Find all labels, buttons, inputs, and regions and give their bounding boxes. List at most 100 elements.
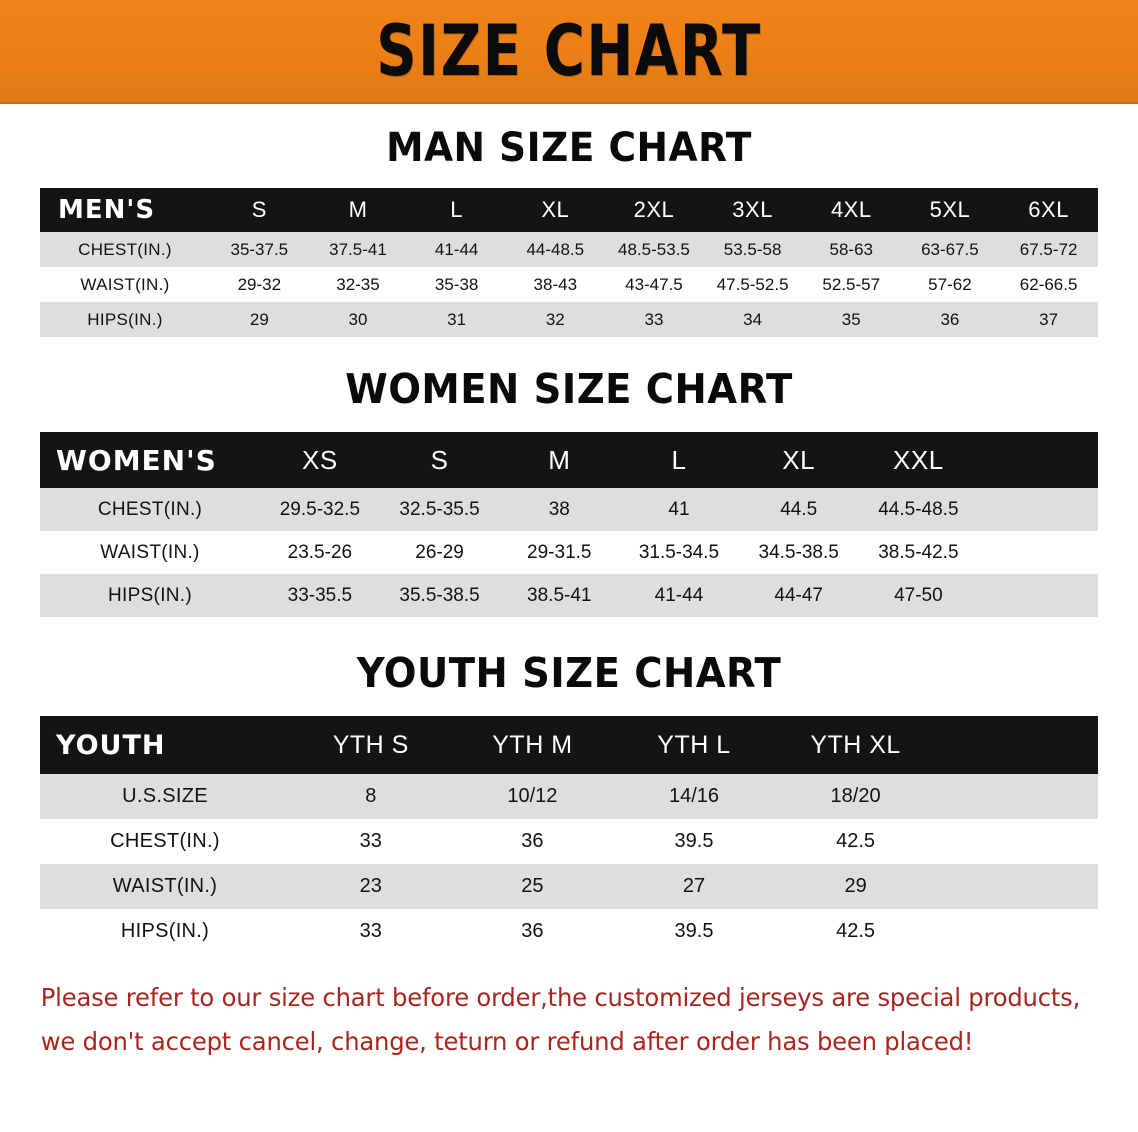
header-corner-women: WOMEN'S — [56, 443, 217, 477]
table-row: U.S.SIZE 8 10/12 14/16 18/20 — [40, 774, 1098, 819]
table-row: WAIST(IN.) 23 25 27 29 — [40, 864, 1098, 909]
cell-men-r1-c2: 37.5-41 — [329, 239, 387, 259]
cell-youth-r2-c4: 42.5 — [836, 830, 876, 852]
section-women: WOMEN SIZE CHART WOMEN'S XS S M L XL XXL CHES… — [0, 337, 1138, 617]
cell-youth-r1-c2: 10/12 — [507, 785, 558, 807]
column-header-women-7 — [978, 432, 1098, 488]
column-header-women-6: XXL — [893, 444, 944, 475]
column-header-youth-3: YTH L — [657, 730, 731, 759]
cell-women-r1-c5: 44.5 — [780, 498, 818, 520]
note-line-1: Please refer to our size chart before or… — [40, 983, 1081, 1012]
size-table-women: WOMEN'S XS S M L XL XXL CHEST(IN.) 29.5-32.5 32… — [40, 432, 1098, 617]
cell-women-r1-c3: 38 — [548, 498, 570, 520]
table-row: CHEST(IN.) 29.5-32.5 32.5-35.5 38 41 44.5 44.5… — [40, 488, 1098, 531]
row-label-youth-1: U.S.SIZE — [122, 785, 208, 807]
column-header-women-5: XL — [782, 444, 816, 475]
column-header-men-3: L — [450, 197, 464, 222]
row-label-men-2: WAIST(IN.) — [80, 274, 170, 294]
table-row: CHEST(IN.) 35-37.5 37.5-41 41-44 44-48.5 48.5… — [40, 232, 1098, 267]
cell-women-r2-c1: 23.5-26 — [287, 541, 353, 563]
column-header-men-6: 3XL — [732, 197, 773, 222]
cell-women-r2-c5: 34.5-38.5 — [758, 541, 839, 563]
row-label-men-3: HIPS(IN.) — [87, 309, 163, 329]
cell-women-r2-c4: 31.5-34.5 — [638, 541, 720, 563]
column-header-men-8: 5XL — [929, 197, 971, 222]
page-banner: SIZE CHART — [0, 0, 1138, 104]
section-title-men: MAN SIZE CHART — [386, 125, 752, 171]
column-header-youth-4: YTH XL — [810, 730, 901, 759]
table-header-women: WOMEN'S XS S M L XL XXL — [40, 432, 1098, 488]
cell-men-r1-c7: 58-63 — [829, 239, 873, 259]
cell-men-r2-c4: 38-43 — [533, 274, 578, 294]
cell-youth-r4-c3: 39.5 — [674, 920, 714, 942]
header-row: MEN'S S M L XL 2XL 3XL 4XL 5XL 6XL — [40, 188, 1098, 232]
cell-men-r2-c7: 52.5-57 — [822, 274, 881, 294]
row-label-youth-2: CHEST(IN.) — [110, 830, 220, 852]
column-header-men-5: 2XL — [633, 197, 675, 222]
row-label-women-3: HIPS(IN.) — [108, 584, 192, 606]
column-header-men-2: M — [348, 197, 368, 222]
section-title-women: WOMEN SIZE CHART — [345, 365, 793, 413]
row-label-youth-4: HIPS(IN.) — [120, 920, 210, 942]
cell-women-r3-c7 — [978, 574, 1098, 617]
cell-men-r1-c8: 63-67.5 — [921, 239, 979, 259]
cell-men-r3-c7: 35 — [841, 309, 861, 329]
cell-men-r2-c3: 35-38 — [434, 274, 479, 294]
cell-men-r2-c1: 29-32 — [237, 274, 282, 294]
cell-women-r1-c4: 41 — [668, 498, 690, 520]
cell-youth-r4-c4: 42.5 — [836, 920, 876, 942]
order-policy-note: Please refer to our size chart before or… — [0, 954, 1104, 1064]
table-body-youth: U.S.SIZE 8 10/12 14/16 18/20 CHEST(IN.) 33 36 39… — [40, 774, 1098, 954]
column-header-men-4: XL — [541, 197, 570, 222]
table-wrap-women: WOMEN'S XS S M L XL XXL CHEST(IN.) 29.5-32.5 32… — [0, 432, 1138, 617]
cell-youth-r3-c5 — [936, 864, 1098, 909]
header-corner-youth: YOUTH — [56, 729, 166, 761]
table-row: HIPS(IN.) 33-35.5 35.5-38.5 38.5-41 41-44 44-… — [40, 574, 1098, 617]
cell-women-r1-c7 — [978, 488, 1098, 531]
cell-women-r3-c5: 44-47 — [774, 584, 823, 606]
cell-youth-r4-c1: 33 — [359, 920, 382, 942]
table-row: WAIST(IN.) 29-32 32-35 35-38 38-43 43-47.5 47.… — [40, 267, 1098, 302]
cell-youth-r3-c4: 29 — [844, 875, 867, 897]
cell-youth-r4-c5 — [936, 909, 1098, 954]
column-header-men-9: 6XL — [1028, 197, 1069, 222]
cell-women-r2-c2: 26-29 — [415, 541, 464, 563]
cell-men-r3-c1: 29 — [249, 309, 269, 329]
section-men: MAN SIZE CHART MEN'S S M L XL 2XL 3XL 4XL 5XL 6X… — [0, 104, 1138, 337]
cell-youth-r2-c2: 36 — [521, 830, 544, 852]
table-body-women: CHEST(IN.) 29.5-32.5 32.5-35.5 38 41 44.5 44.5… — [40, 488, 1098, 617]
cell-youth-r1-c5 — [936, 774, 1098, 819]
table-row: HIPS(IN.) 33 36 39.5 42.5 — [40, 909, 1098, 954]
size-table-youth: YOUTH YTH S YTH M YTH L YTH XL U.S.SIZE 8 10/… — [40, 716, 1098, 954]
cell-youth-r3-c1: 23 — [359, 875, 382, 897]
note-line-2: we don't accept cancel, change, teturn o… — [40, 1027, 974, 1056]
row-label-women-2: WAIST(IN.) — [100, 541, 200, 563]
cell-men-r2-c8: 57-62 — [928, 274, 972, 294]
cell-women-r2-c7 — [978, 531, 1098, 574]
cell-youth-r1-c1: 8 — [365, 785, 377, 807]
cell-men-r1-c5: 48.5-53.5 — [618, 239, 690, 259]
section-title-youth: YOUTH SIZE CHART — [356, 649, 782, 697]
section-youth: YOUTH SIZE CHART YOUTH YTH S YTH M YTH L YT… — [0, 617, 1138, 954]
column-header-youth-1: YTH S — [332, 730, 409, 759]
cell-youth-r4-c2: 36 — [521, 920, 544, 942]
cell-men-r3-c3: 31 — [447, 309, 467, 329]
table-body-men: CHEST(IN.) 35-37.5 37.5-41 41-44 44-48.5 48.5… — [40, 232, 1098, 337]
cell-women-r3-c6: 47-50 — [894, 584, 943, 606]
cell-women-r2-c6: 38.5-42.5 — [878, 541, 959, 563]
cell-women-r3-c3: 38.5-41 — [527, 584, 592, 606]
table-row: HIPS(IN.) 29 30 31 32 33 34 35 36 37 — [40, 302, 1098, 337]
column-header-women-3: M — [548, 444, 571, 475]
cell-men-r2-c9: 62-66.5 — [1019, 274, 1078, 294]
cell-youth-r1-c3: 14/16 — [668, 785, 720, 807]
column-header-women-4: L — [671, 444, 687, 475]
cell-men-r1-c9: 67.5-72 — [1019, 239, 1078, 259]
cell-men-r3-c6: 34 — [743, 309, 763, 329]
cell-men-r3-c2: 30 — [348, 309, 368, 329]
cell-women-r3-c1: 33-35.5 — [287, 584, 353, 606]
cell-men-r1-c4: 44-48.5 — [526, 239, 585, 259]
cell-men-r2-c5: 43-47.5 — [625, 274, 683, 294]
header-row: WOMEN'S XS S M L XL XXL — [40, 432, 1098, 488]
cell-men-r1-c3: 41-44 — [434, 239, 479, 259]
row-label-men-1: CHEST(IN.) — [78, 239, 172, 259]
